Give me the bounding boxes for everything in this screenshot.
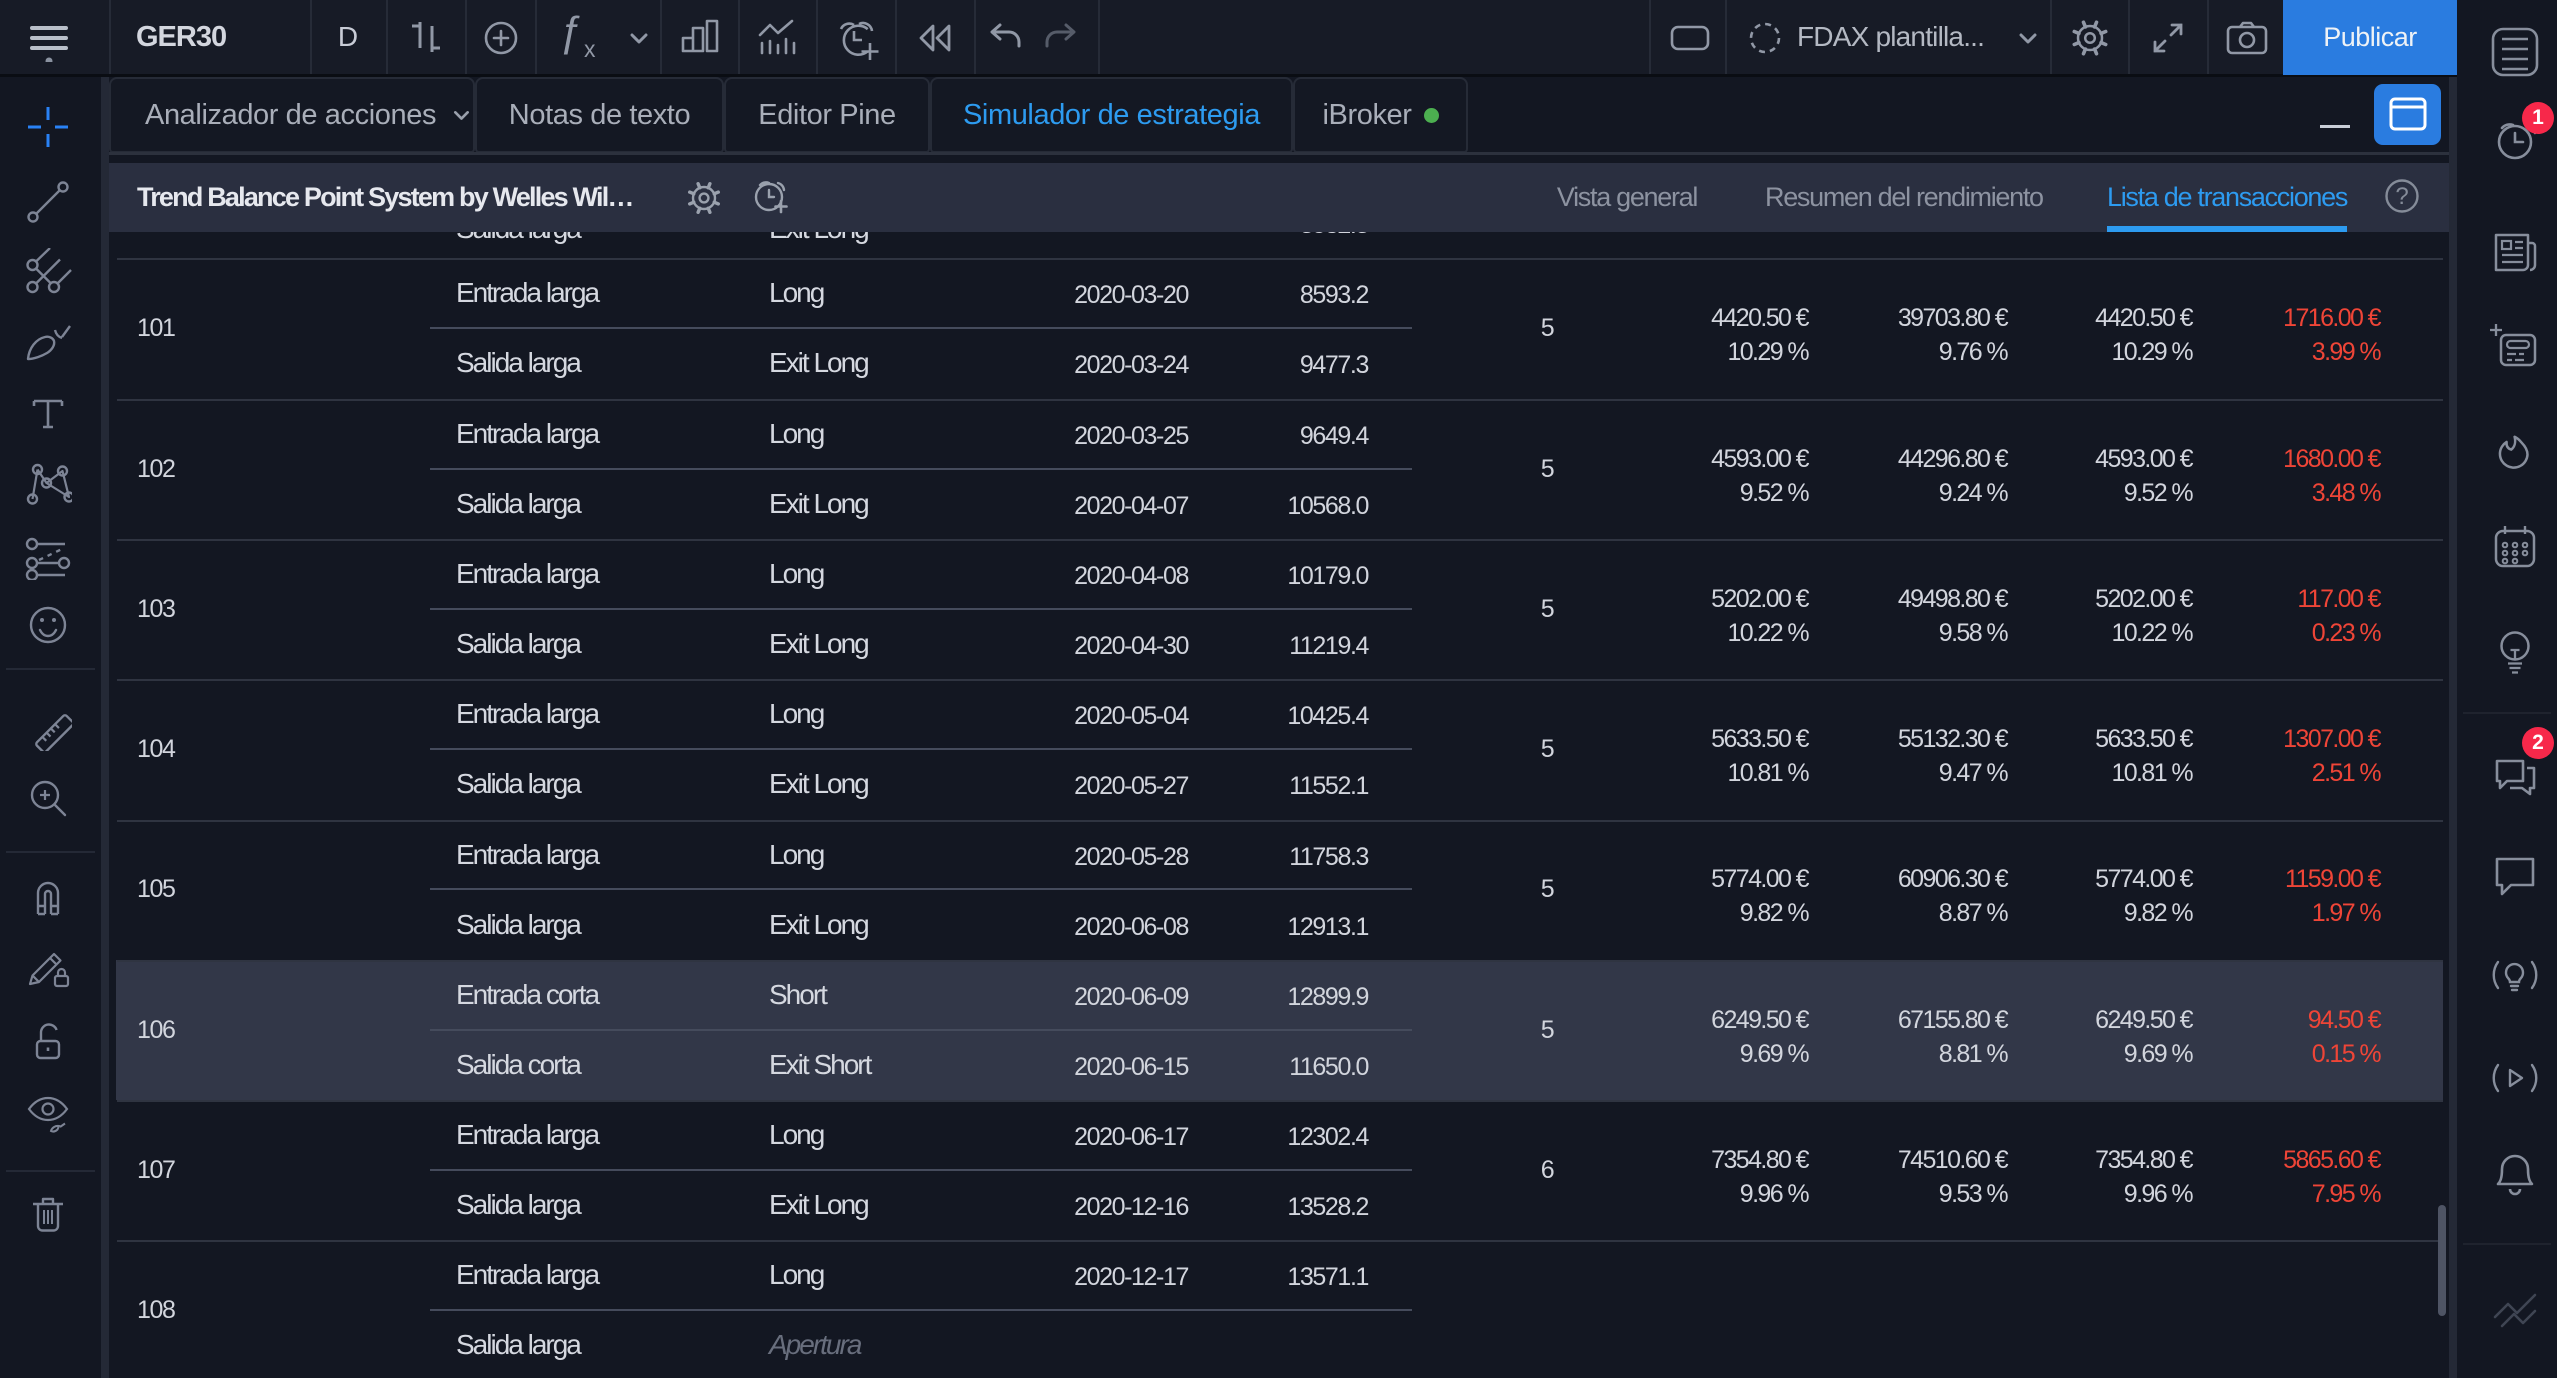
- svg-text:?: ?: [2395, 183, 2408, 210]
- svg-text:ƒ: ƒ: [558, 11, 581, 54]
- svg-text:x: x: [584, 36, 596, 62]
